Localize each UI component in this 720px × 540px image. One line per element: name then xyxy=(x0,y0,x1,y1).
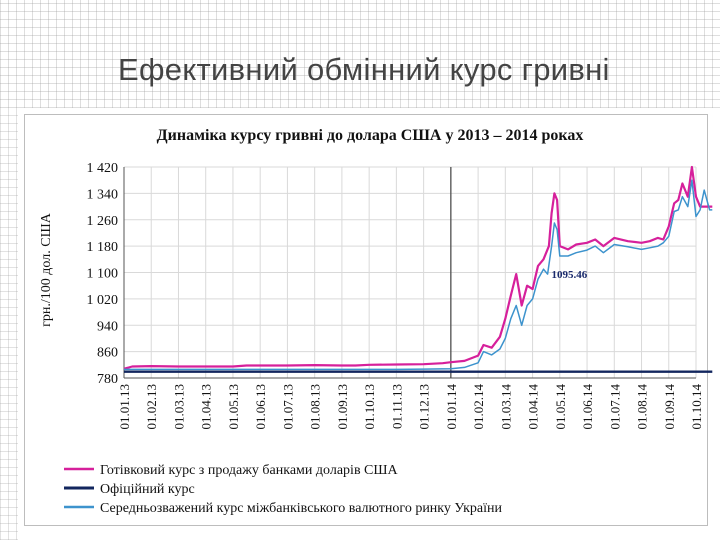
y-tick-label-3: 1 020 xyxy=(87,293,119,308)
chart-legend: Готівковий курс з продажу банками доларі… xyxy=(64,463,502,516)
x-tick-label-5: 01.06.13 xyxy=(253,384,268,430)
legend-label-1: Офіційний курс xyxy=(100,482,195,497)
x-tick-label-6: 01.07.13 xyxy=(280,384,295,430)
y-tick-label-0: 780 xyxy=(97,372,118,387)
x-tick-label-10: 01.11.13 xyxy=(389,384,404,429)
x-tick-label-13: 01.02.14 xyxy=(471,383,486,429)
x-tick-label-19: 01.08.14 xyxy=(635,384,650,430)
chart-axes xyxy=(123,167,696,379)
y-tick-label-8: 1 420 xyxy=(87,161,119,176)
x-tick-labels: 01.01.13 01.02.13 01.03.13 01.04.13 01.05.13… xyxy=(117,383,704,429)
x-tick-label-2: 01.03.13 xyxy=(171,384,186,430)
y-tick-label-1: 860 xyxy=(97,346,118,361)
x-tick-label-18: 01.07.14 xyxy=(607,384,622,430)
x-tick-label-16: 01.05.14 xyxy=(553,384,568,430)
y-tick-label-6: 1 260 xyxy=(87,214,119,229)
chart-frame xyxy=(24,114,708,526)
y-tick-label-2: 940 xyxy=(97,319,118,334)
chart-annotations: 1095.46 xyxy=(552,269,588,281)
x-tick-label-1: 01.02.13 xyxy=(144,384,159,430)
slide-left-strip xyxy=(0,108,18,540)
y-tick-label-5: 1 180 xyxy=(87,240,119,255)
y-axis-label: грн./100 дол. США xyxy=(39,212,54,327)
y-tick-label-4: 1 100 xyxy=(87,267,119,282)
chart-title: Динаміка курсу гривні до долара США у 20… xyxy=(157,127,584,144)
series-line-0 xyxy=(123,165,713,370)
x-tick-label-14: 01.03.14 xyxy=(498,384,513,430)
x-tick-label-15: 01.04.14 xyxy=(526,384,541,430)
y-tick-labels: 780 860 940 1 020 1 100 1 180 1 260 1 340 1 420 xyxy=(87,161,119,387)
legend-label-2: Середньозважений курс міжбанківського ва… xyxy=(100,501,502,516)
x-tick-label-8: 01.09.13 xyxy=(335,384,350,430)
legend-label-0: Готівковий курс з продажу банками доларі… xyxy=(100,463,399,478)
x-tick-label-9: 01.10.13 xyxy=(362,384,377,430)
slide-title: Ефективний обмінний курс гривні xyxy=(118,52,610,87)
x-tick-label-3: 01.04.13 xyxy=(199,384,214,430)
chart-gridlines xyxy=(123,166,697,379)
x-tick-label-11: 01.12.13 xyxy=(417,384,432,430)
y-tick-label-7: 1 340 xyxy=(87,187,119,202)
x-tick-label-7: 01.08.13 xyxy=(308,384,323,430)
series-line-2 xyxy=(124,179,713,371)
x-tick-label-21: 01.10.14 xyxy=(689,384,704,430)
x-tick-label-0: 01.01.13 xyxy=(117,384,132,430)
x-tick-label-20: 01.09.14 xyxy=(662,384,677,430)
x-tick-label-4: 01.05.13 xyxy=(226,384,241,430)
x-tick-label-17: 01.06.14 xyxy=(580,384,595,430)
chart-series xyxy=(123,165,713,373)
annotation-value: 1095.46 xyxy=(552,269,588,281)
slide-header-background xyxy=(0,0,720,108)
x-tick-label-12: 01.01.14 xyxy=(444,384,459,430)
